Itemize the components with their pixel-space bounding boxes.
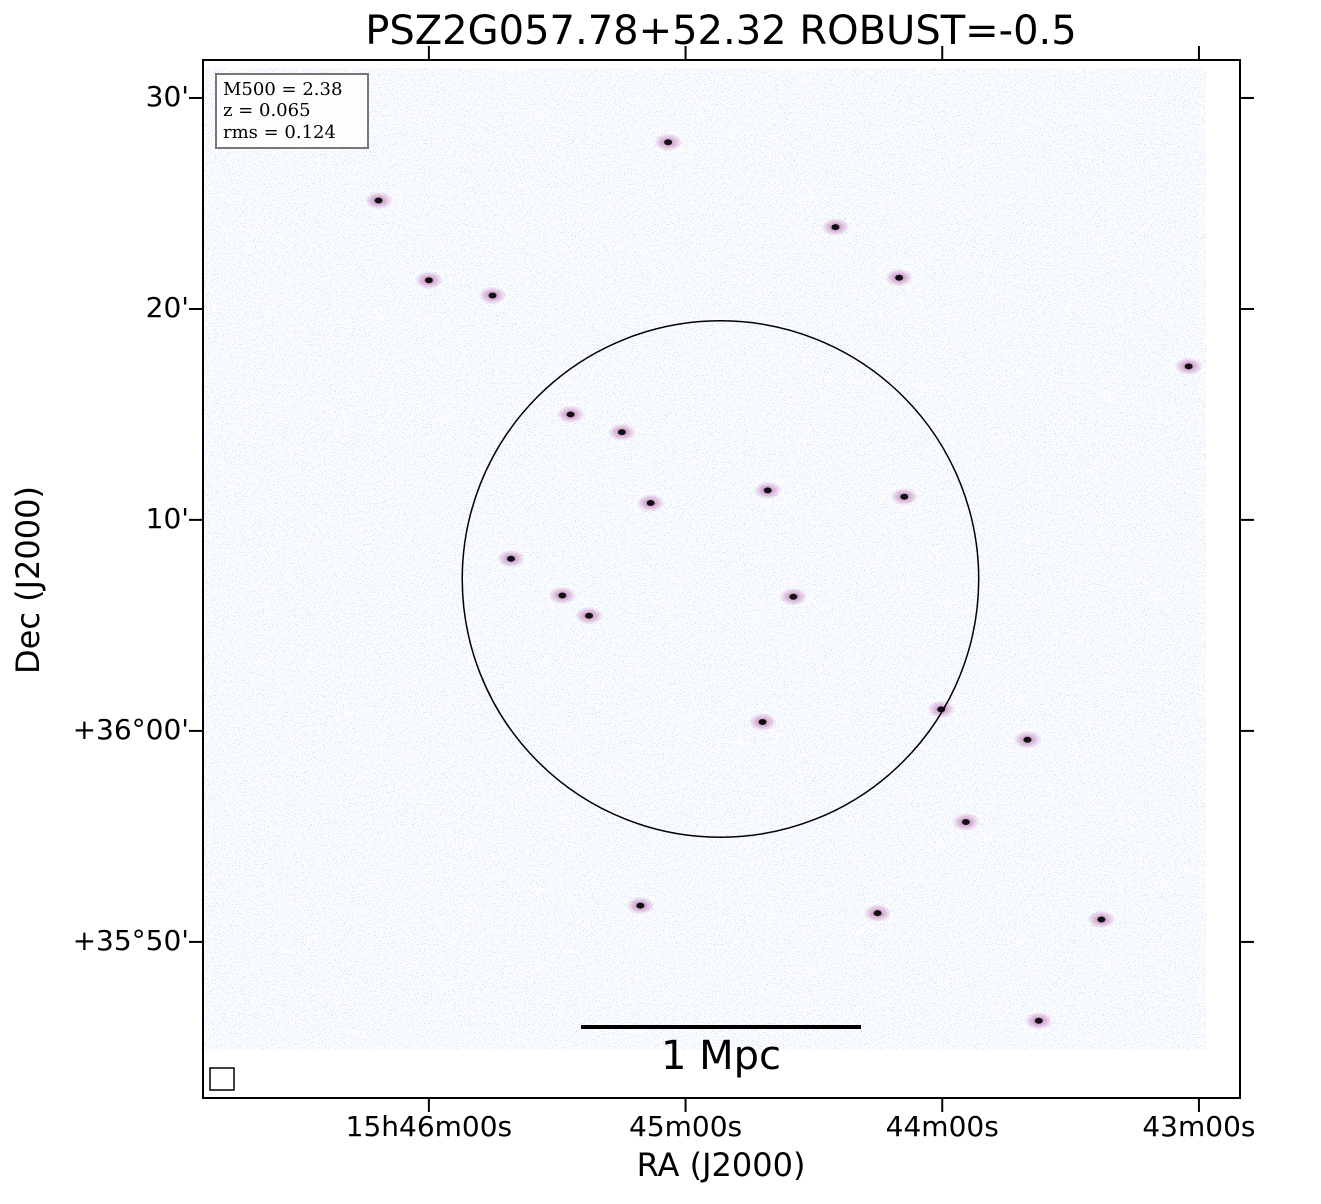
scale-bar-label: 1 Mpc [661,1033,781,1079]
radio-image [203,68,1206,1050]
source [831,224,840,231]
y-tick-label: 30' [146,80,189,113]
info-box [215,73,369,149]
annotation: rms = 0.124 [223,122,336,143]
source [1184,363,1193,370]
x-tick-label: 45m00s [629,1110,742,1143]
r500-circle [461,320,980,838]
annotation: M500 = 2.38 [223,79,342,100]
source [646,500,655,507]
source [566,411,575,418]
x-tick-label: 43m00s [1142,1110,1255,1143]
y-tick-label: 20' [146,291,189,324]
source [636,902,645,909]
source [1034,1017,1043,1024]
annotation: z = 0.065 [223,100,311,121]
chart-title: PSZ2G057.78+52.32 ROBUST=-0.5 [365,8,1076,54]
source [758,719,767,726]
source [873,910,882,917]
beam-box [209,1067,235,1091]
source [488,292,497,299]
axes-frame [202,59,1241,1099]
y-tick-label: 10' [146,502,189,535]
y-axis-label: Dec (J2000) [9,486,47,674]
source [374,197,383,204]
source [424,277,433,284]
source [1097,916,1106,923]
source [895,274,904,281]
source [789,593,798,600]
source [900,493,909,500]
source [664,139,673,146]
source [763,487,772,494]
source [1023,736,1032,743]
source [585,612,594,619]
source [617,429,626,436]
source [558,592,567,599]
x-tick-label: 44m00s [886,1110,999,1143]
y-tick-label: +36°00' [73,713,189,746]
source [961,819,970,826]
source [507,555,516,562]
x-axis-label: RA (J2000) [637,1146,806,1184]
x-tick-label: 15h46m00s [346,1110,513,1143]
y-tick-label: +35°50' [73,924,189,957]
